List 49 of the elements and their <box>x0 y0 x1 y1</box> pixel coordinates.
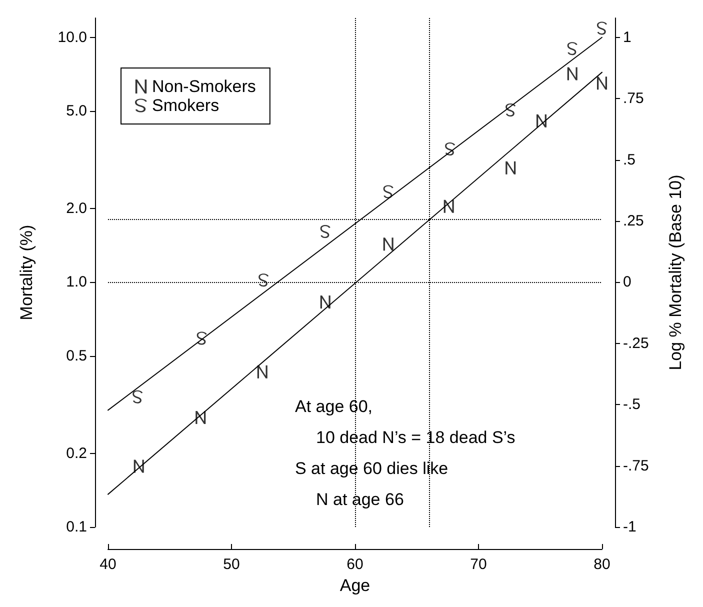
y2-tick-label: -.5 <box>623 396 641 414</box>
annotation: 10 dead N’s = 18 dead S’s <box>316 428 516 447</box>
y-tick-label: 0.5 <box>66 347 87 364</box>
point <box>567 67 578 80</box>
point <box>597 76 607 90</box>
x-tick-label: 80 <box>594 556 610 573</box>
y-tick-label: 2.0 <box>66 200 87 217</box>
point <box>597 22 607 35</box>
y2-tick-label: -.75 <box>623 457 649 474</box>
point <box>134 460 144 473</box>
y2-tick-label: -.25 <box>623 334 649 352</box>
point <box>257 365 268 378</box>
point <box>506 104 516 117</box>
y2-tick-label: .75 <box>623 90 644 108</box>
point <box>445 142 456 156</box>
y2-tick-label: .5 <box>623 151 636 168</box>
x-tick-label: 70 <box>470 556 487 573</box>
annotation: At age 60, <box>295 397 373 416</box>
point <box>320 225 330 238</box>
y2-tick-label: 0 <box>623 274 632 291</box>
y-tick-label: 10.0 <box>58 28 87 46</box>
point <box>383 185 394 198</box>
x-tick-label: 40 <box>100 556 116 573</box>
y-tick-label: 0.2 <box>66 444 87 462</box>
point <box>383 238 394 251</box>
point <box>258 274 269 287</box>
annotation: S at age 60 dies like <box>295 459 448 478</box>
point <box>536 114 546 128</box>
legend-label: Smokers <box>152 96 220 115</box>
point <box>132 390 143 404</box>
y2-tick-label: 1 <box>623 28 632 46</box>
point <box>567 42 578 56</box>
x-tick-label: 50 <box>223 556 240 573</box>
x-axis-title: Age <box>340 576 370 595</box>
point <box>506 161 516 174</box>
y-axis-title: Mortality (%) <box>17 224 36 320</box>
point <box>320 296 330 308</box>
y-tick-label: 5.0 <box>66 102 87 120</box>
y-tick-label: 1.0 <box>66 274 87 291</box>
point <box>444 200 454 213</box>
legend-label: Non-Smokers <box>152 77 256 96</box>
y2-axis-title: Log % Mortality (Base 10) <box>666 174 685 370</box>
y-tick-label: 0.1 <box>66 518 87 536</box>
point <box>196 411 206 424</box>
y2-tick-label: .25 <box>623 212 644 230</box>
point <box>196 332 207 345</box>
x-tick-label: 60 <box>346 556 364 573</box>
y2-tick-label: -1 <box>623 518 636 536</box>
annotation: N at age 66 <box>316 490 404 509</box>
